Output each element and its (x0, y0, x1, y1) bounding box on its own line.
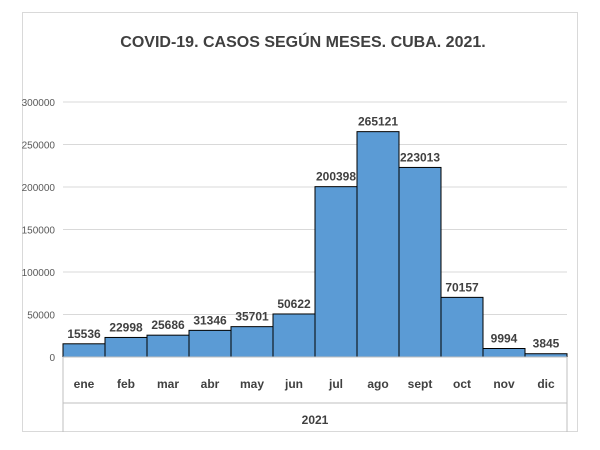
data-label: 15536 (67, 327, 101, 341)
data-label: 35701 (235, 310, 269, 324)
data-label: 22998 (109, 320, 143, 334)
y-tick-label: 50000 (27, 311, 55, 322)
x-axis-group-label: 2021 (302, 413, 329, 427)
data-label: 31346 (193, 313, 227, 327)
y-tick-label: 250000 (22, 141, 56, 152)
y-tick-label: 0 (49, 353, 55, 364)
data-label: 25686 (151, 318, 185, 332)
chart-frame (22, 12, 578, 432)
data-label: 223013 (400, 150, 440, 164)
x-category-label: ene (74, 377, 95, 391)
x-category-label: sept (408, 377, 433, 391)
data-label: 50622 (277, 297, 311, 311)
bar-abr (188, 329, 232, 358)
x-axis-categories: ene feb mar abr may jun jul ago sept oct nov dic (74, 377, 555, 391)
chart-title: COVID-19. CASOS SEGÚN MESES. CUBA. 2021. (120, 32, 485, 51)
x-category-label: dic (537, 377, 555, 391)
bar-feb (104, 336, 148, 358)
x-axis-frame (62, 356, 568, 432)
bar-nov (482, 348, 526, 358)
x-category-label: jun (284, 377, 303, 391)
x-category-label: abr (201, 377, 220, 391)
x-category-label: jul (328, 377, 343, 391)
data-labels: 15536 22998 25686 31346 35701 50622 200398 2651… (67, 115, 559, 351)
y-axis-ticks: 0 50000 100000 150000 200000 250000 300000 (22, 98, 56, 364)
data-label: 265121 (358, 115, 398, 129)
bar-ene (62, 343, 106, 358)
bar-may (230, 326, 274, 358)
y-tick-label: 150000 (22, 226, 56, 237)
x-category-label: mar (157, 377, 179, 391)
data-label: 200398 (316, 170, 356, 184)
bar-jul (314, 186, 358, 358)
data-label: 9994 (491, 332, 518, 346)
y-tick-label: 200000 (22, 183, 56, 194)
y-tick-label: 100000 (22, 268, 56, 279)
bar-mar (146, 334, 190, 358)
bar-sept (398, 166, 442, 358)
bar-jun (272, 313, 316, 358)
data-label: 70157 (445, 280, 479, 294)
y-tick-label: 300000 (22, 98, 56, 109)
x-category-label: ago (367, 377, 388, 391)
data-label: 3845 (533, 337, 560, 351)
bar-ago (356, 131, 400, 358)
x-category-label: may (240, 377, 264, 391)
x-category-label: feb (117, 377, 135, 391)
bars (62, 131, 568, 358)
bar-oct (440, 296, 484, 358)
x-category-label: oct (453, 377, 471, 391)
x-category-label: nov (493, 377, 515, 391)
